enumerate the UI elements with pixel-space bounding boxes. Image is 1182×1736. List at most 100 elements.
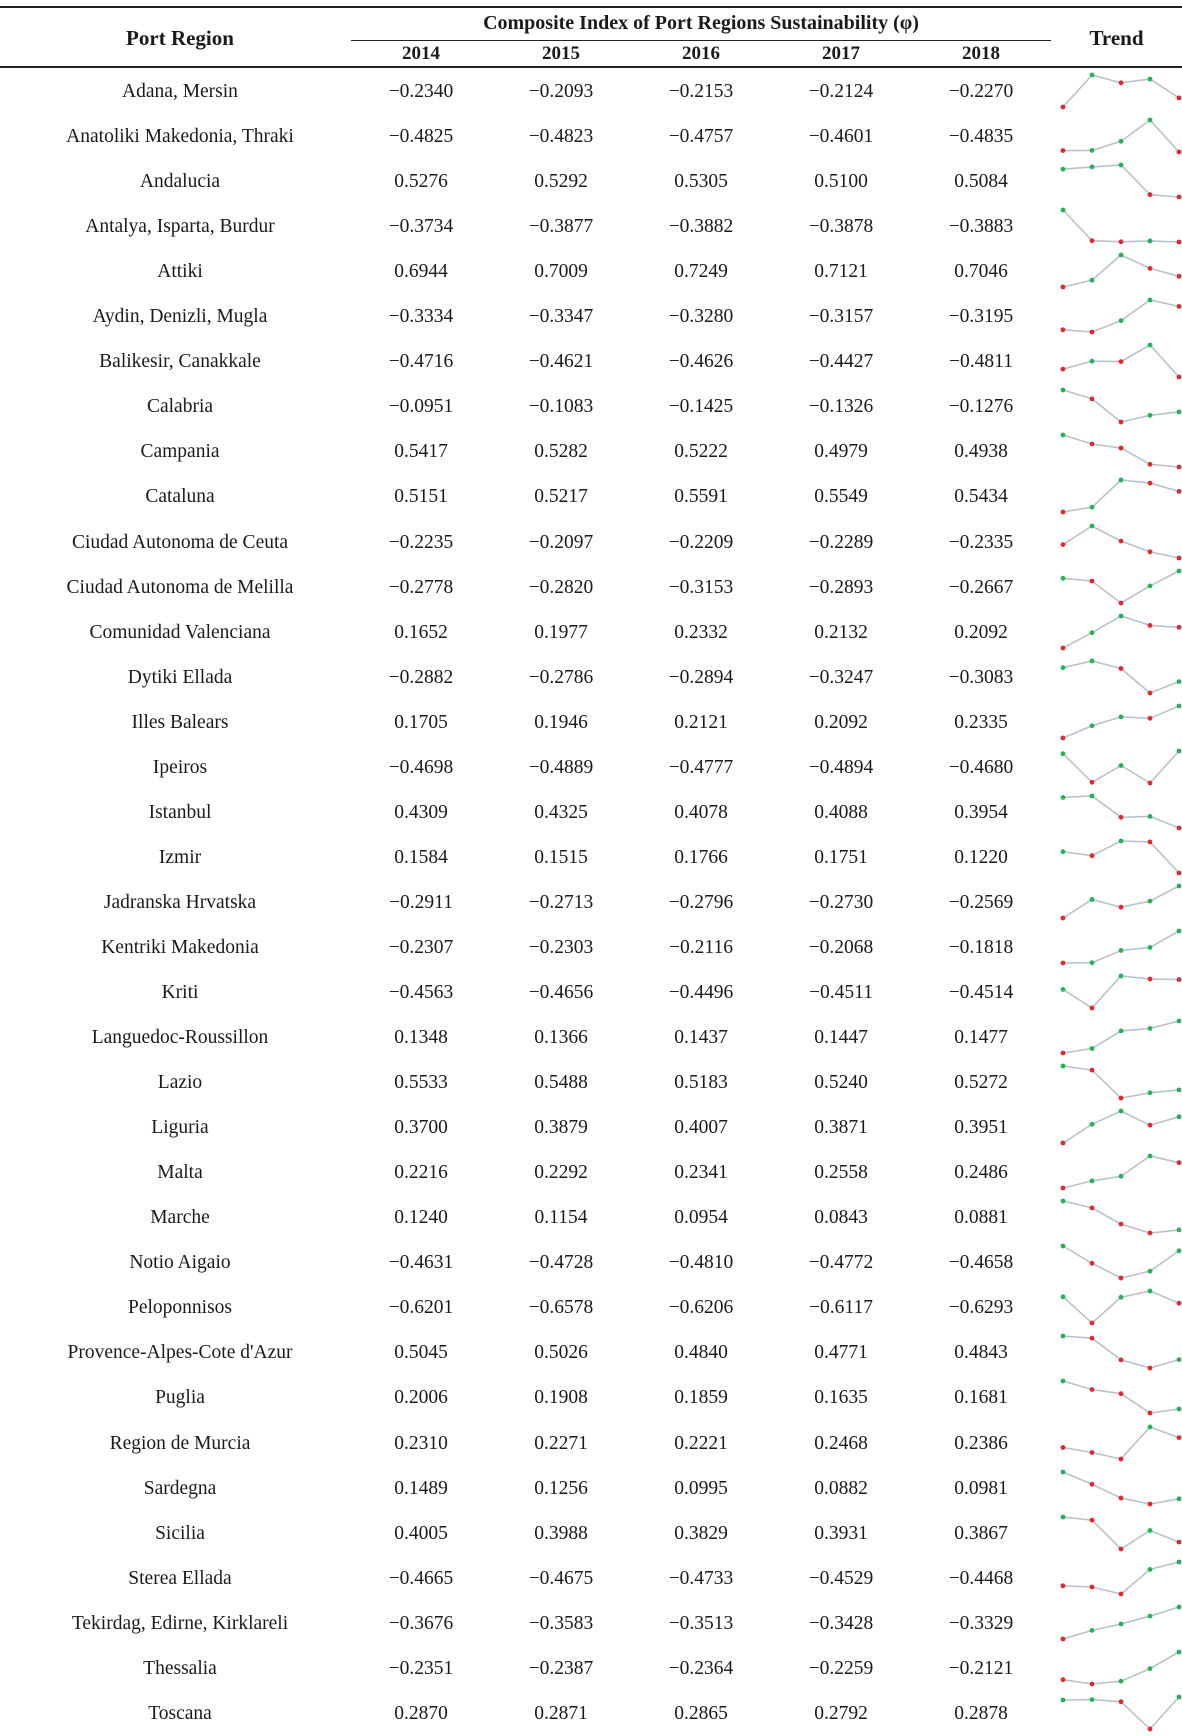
low-point-marker <box>1147 622 1153 628</box>
header-year-2014: 2014 <box>402 43 440 64</box>
trend-line <box>1062 704 1180 739</box>
high-point-marker <box>1176 1407 1182 1412</box>
header-composite-index: Composite Index of Port Regions Sustaina… <box>483 12 919 34</box>
value-2016: −0.3153 <box>668 576 734 598</box>
high-point-marker <box>1147 1424 1153 1429</box>
high-point-marker <box>1089 359 1095 364</box>
low-point-marker <box>1060 366 1066 372</box>
high-point-marker <box>1147 1665 1153 1671</box>
high-point-marker <box>1118 1028 1124 1034</box>
trend-sparkline <box>1060 1018 1182 1056</box>
value-2017: −0.2730 <box>808 891 874 913</box>
value-2016: 0.3829 <box>674 1522 728 1544</box>
value-2016: −0.2153 <box>668 81 734 102</box>
value-2018: 0.2486 <box>954 1162 1008 1184</box>
table-row: Liguria 0.3700 0.3879 0.4007 0.3871 0.3951 <box>0 1105 1182 1150</box>
high-point-marker <box>1176 1087 1182 1093</box>
value-2015: 0.1908 <box>534 1387 588 1409</box>
high-point-marker <box>1176 568 1182 573</box>
value-2018: 0.1681 <box>954 1387 1008 1409</box>
value-2016: 0.0995 <box>674 1477 728 1499</box>
region-name: Attiki <box>157 261 203 283</box>
value-2015: 0.1515 <box>534 846 588 868</box>
high-point-marker <box>1089 277 1095 283</box>
high-point-marker <box>1060 1469 1066 1474</box>
low-point-marker <box>1176 304 1182 310</box>
value-2014: −0.4563 <box>388 982 454 1003</box>
trend-line <box>1062 1020 1180 1054</box>
value-2017: 0.3871 <box>814 1117 868 1139</box>
low-point-marker <box>1118 419 1124 425</box>
value-2014: 0.1240 <box>394 1207 448 1229</box>
low-point-marker <box>1089 1005 1095 1011</box>
trend-sparkline <box>1060 1559 1182 1597</box>
value-2015: −0.6578 <box>528 1297 594 1319</box>
high-point-marker <box>1060 1063 1066 1069</box>
low-point-marker <box>1147 839 1153 845</box>
table-row: Ciudad Autonoma de Melilla −0.2778 −0.2820… <box>0 565 1182 610</box>
high-point-marker <box>1118 162 1124 168</box>
value-2018: −0.3883 <box>948 216 1014 238</box>
value-2016: −0.4626 <box>668 351 734 373</box>
trend-line <box>1062 389 1180 424</box>
low-point-marker <box>1089 1067 1095 1073</box>
high-point-marker <box>1060 794 1066 800</box>
value-2014: −0.4716 <box>388 351 454 373</box>
low-point-marker <box>1118 1699 1124 1704</box>
value-2015: 0.5217 <box>534 486 588 508</box>
value-2017: 0.4088 <box>814 801 868 823</box>
low-point-marker <box>1060 960 1066 966</box>
value-2014: −0.3334 <box>388 306 454 328</box>
value-2015: 0.4325 <box>534 801 588 823</box>
high-point-marker <box>1176 1357 1182 1363</box>
value-2016: −0.2796 <box>668 891 734 913</box>
low-point-marker <box>1089 853 1095 858</box>
high-point-marker <box>1089 1696 1095 1702</box>
high-point-marker <box>1147 297 1153 303</box>
high-point-marker <box>1147 117 1153 123</box>
high-point-marker <box>1118 252 1124 258</box>
region-name: Sardegna <box>143 1477 217 1499</box>
trend-sparkline <box>1060 1243 1182 1281</box>
high-point-marker <box>1147 76 1153 82</box>
low-point-marker <box>1176 1434 1182 1440</box>
low-point-marker <box>1060 1185 1066 1191</box>
trend-line <box>1062 840 1180 874</box>
value-2017: 0.4771 <box>814 1342 868 1364</box>
low-point-marker <box>1147 1230 1153 1236</box>
low-point-marker <box>1147 1726 1153 1732</box>
high-point-marker <box>1060 166 1066 172</box>
low-point-marker <box>1176 374 1182 380</box>
table-row: Illes Balears 0.1705 0.1946 0.2121 0.2092 0.2… <box>0 700 1182 745</box>
high-point-marker <box>1147 583 1153 588</box>
value-2017: 0.2468 <box>814 1432 868 1454</box>
high-point-marker <box>1089 1178 1095 1184</box>
table-row: Cataluna 0.5151 0.5217 0.5591 0.5549 0.5434 <box>0 474 1182 519</box>
low-point-marker <box>1089 441 1095 447</box>
low-point-marker <box>1147 715 1153 721</box>
region-name: Anatoliki Makedonia, Thraki <box>66 126 294 148</box>
header-port-region: Port Region <box>126 26 234 50</box>
high-point-marker <box>1176 883 1182 889</box>
value-2018: 0.4938 <box>954 441 1008 463</box>
value-2017: −0.4894 <box>808 756 874 778</box>
table-row: Ipeiros −0.4698 −0.4889 −0.4777 −0.4894 −0.46… <box>0 745 1182 790</box>
high-point-marker <box>1060 1514 1066 1519</box>
value-2014: 0.5417 <box>394 441 448 463</box>
trend-line <box>1062 299 1180 334</box>
low-point-marker <box>1089 1517 1095 1523</box>
table-row: Attiki 0.6944 0.7009 0.7249 0.7121 0.7046 <box>0 249 1182 294</box>
trend-sparkline <box>1060 1514 1182 1551</box>
trend-line <box>1062 1245 1180 1280</box>
value-2014: −0.0951 <box>388 396 454 418</box>
value-2016: −0.2209 <box>668 531 734 553</box>
trend-sparkline <box>1060 207 1182 245</box>
value-2016: 0.1766 <box>674 846 728 868</box>
region-name: Campania <box>140 441 220 463</box>
value-2018: 0.0981 <box>954 1477 1008 1499</box>
low-point-marker <box>1176 464 1182 470</box>
high-point-marker <box>1176 1114 1182 1120</box>
low-point-marker <box>1147 1411 1153 1416</box>
high-point-marker <box>1060 207 1066 213</box>
value-2016: 0.1859 <box>674 1387 728 1409</box>
